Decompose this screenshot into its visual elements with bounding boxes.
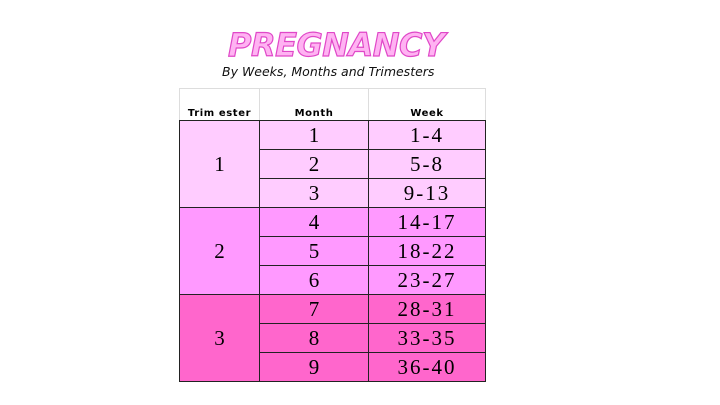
week-cell: 36-40 <box>368 352 486 382</box>
month-cell: 1 <box>259 120 369 150</box>
table-row: 2 4 14-17 <box>179 207 486 295</box>
month-cell: 4 <box>259 207 369 237</box>
week-cell: 18-22 <box>368 236 486 266</box>
month-cell: 3 <box>259 178 369 208</box>
column-header-trimester: Trim ester <box>179 88 260 121</box>
pregnancy-table: Trim ester Month Week 1 1 1-4 2 5-8 3 9-… <box>179 88 486 382</box>
week-cell: 5-8 <box>368 149 486 179</box>
month-cell: 6 <box>259 265 369 295</box>
trimester-cell: 2 <box>179 207 260 295</box>
month-cell: 9 <box>259 352 369 382</box>
page-title: PREGNANCY <box>227 25 445 64</box>
table-row: 1 1 1-4 <box>179 120 486 208</box>
week-cell: 9-13 <box>368 178 486 208</box>
trimester-cell: 3 <box>179 294 260 382</box>
table-row: 3 7 28-31 <box>179 294 486 382</box>
column-header-week: Week <box>368 88 486 121</box>
column-header-month: Month <box>259 88 369 121</box>
trimester-cell: 1 <box>179 120 260 208</box>
week-cell: 33-35 <box>368 323 486 353</box>
month-cell: 5 <box>259 236 369 266</box>
table-row: 5 18-22 <box>180 236 486 266</box>
month-cell: 2 <box>259 149 369 179</box>
table-header: Trim ester Month Week <box>179 88 486 121</box>
page-subtitle: By Weeks, Months and Trimesters <box>222 64 435 79</box>
table-row: 2 5-8 <box>180 149 486 179</box>
table-row: 3 9-13 <box>180 178 486 208</box>
week-cell: 23-27 <box>368 265 486 295</box>
month-cell: 8 <box>259 323 369 353</box>
month-cell: 7 <box>259 294 369 324</box>
week-cell: 14-17 <box>368 207 486 237</box>
table-body: 1 1 1-4 2 5-8 3 9-13 2 4 14-17 5 18-22 6… <box>179 120 486 382</box>
table-row: 6 23-27 <box>180 265 486 295</box>
week-cell: 28-31 <box>368 294 486 324</box>
week-cell: 1-4 <box>368 120 486 150</box>
table-row: 9 36-40 <box>180 352 486 382</box>
header-row: Trim ester Month Week <box>179 88 486 121</box>
